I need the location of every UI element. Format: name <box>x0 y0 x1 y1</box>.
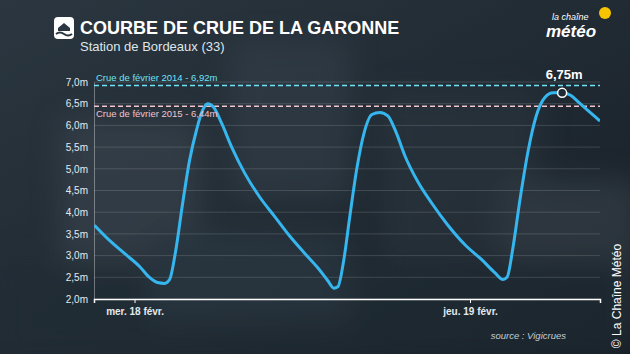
y-tick: 2,5m <box>66 272 94 283</box>
icon-house <box>58 23 70 31</box>
x-tick-mark <box>135 299 136 303</box>
y-axis: 2,0m 2,5m 3,0m 3,5m 4,0m 4,5m 5,0m 5,5m 6,0m 6,5m… <box>66 77 95 305</box>
y-tick: 3,0m <box>66 250 94 261</box>
y-tick-label: 3,5m <box>66 229 88 240</box>
x-tick-label: mer. 18 févr. <box>106 306 164 317</box>
reference-line <box>94 85 600 87</box>
background <box>0 0 630 354</box>
y-tick-label: 5,0m <box>66 164 88 175</box>
y-tick: 3,5m <box>66 229 94 240</box>
y-tick: 6,0m <box>66 120 94 131</box>
logo-dot <box>599 7 611 19</box>
annotation-marker <box>558 88 567 97</box>
y-tick-label: 4,5m <box>66 185 88 196</box>
y-tick: 4,5m <box>66 185 94 196</box>
y-tick: 6,5m <box>66 98 94 109</box>
background-overlay <box>0 0 630 354</box>
title: COURBE DE CRUE DE LA GARONNE <box>80 18 399 38</box>
y-tick-label: 4,0m <box>66 207 88 218</box>
grid-line <box>94 125 600 126</box>
credit: © La Chaîne Météo <box>610 244 624 349</box>
grid-line <box>94 212 600 213</box>
reference-label: Crue de février 2014 - 6,92m <box>96 72 218 83</box>
y-tick-label: 6,5m <box>66 98 88 109</box>
x-tick-mark <box>470 299 471 303</box>
header-icon <box>54 17 74 39</box>
x-tick: mer. 18 févr. <box>106 299 164 317</box>
y-tick-label: 6,0m <box>66 120 88 131</box>
y-tick-label: 5,5m <box>66 142 88 153</box>
icon-frame <box>54 17 74 39</box>
y-tick-label: 2,5m <box>66 272 88 283</box>
y-tick: 4,0m <box>66 207 94 218</box>
logo-text: météo <box>546 22 596 41</box>
y-tick: 7,0m <box>66 77 94 88</box>
icon-wave <box>56 33 72 36</box>
y-tick: 5,0m <box>66 164 94 175</box>
annotation-label: 6,75m <box>546 67 583 82</box>
y-tick: 2,0m <box>66 294 94 305</box>
reference-line <box>94 106 600 108</box>
logo: la chaînemétéo <box>546 7 611 41</box>
reference-label: Crue de février 2015 - 6,44m <box>96 108 218 119</box>
x-tick: jeu. 19 févr. <box>442 299 498 317</box>
chart-root: COURBE DE CRUE DE LA GARONNEStation de B… <box>0 0 630 354</box>
plot-area <box>94 85 600 288</box>
y-tick-label: 2,0m <box>66 294 88 305</box>
logo-text: la chaîne <box>552 12 589 22</box>
grid <box>94 82 600 299</box>
y-tick: 5,5m <box>66 142 94 153</box>
y-axis-line <box>94 83 95 300</box>
y-tick-label: 7,0m <box>66 77 88 88</box>
subtitle: Station de Bordeaux (33) <box>80 39 225 54</box>
grid-line <box>94 147 600 148</box>
source: source : Vigicrues <box>491 330 567 341</box>
x-axis: mer. 18 févr. jeu. 19 févr. <box>95 299 601 317</box>
x-tick-label: jeu. 19 févr. <box>442 306 498 317</box>
water-level-line <box>94 93 600 288</box>
grid-line <box>94 103 600 104</box>
x-axis-line <box>95 300 601 304</box>
y-tick-label: 3,0m <box>66 250 88 261</box>
grid-line <box>94 190 600 191</box>
grid-line <box>94 255 600 256</box>
